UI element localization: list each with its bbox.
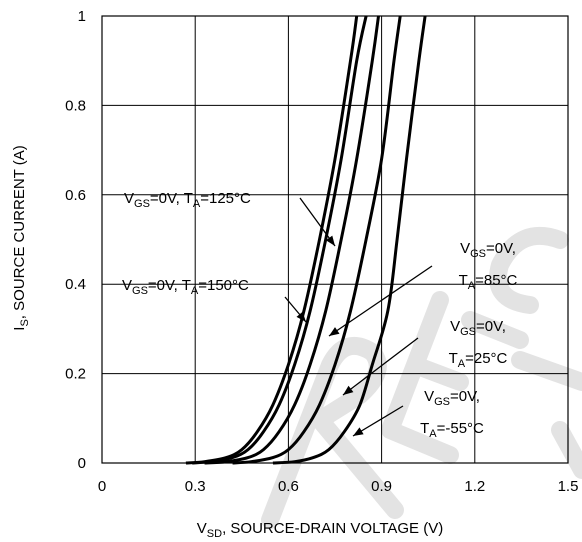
annotation-25c-arrowhead: [343, 385, 354, 395]
series-minus55c-line: [272, 15, 427, 465]
annotation-125c-arrowhead: [325, 235, 335, 246]
series-125c-line: [192, 15, 368, 465]
annotation-85c-arrowhead: [329, 327, 340, 336]
series-150c-line: [185, 15, 359, 465]
annotation-minus55c-arrowhead: [353, 427, 364, 436]
y-tick-label: 0.6: [65, 187, 86, 204]
x-tick-label: 0.6: [278, 478, 299, 495]
x-tick-label: 1.5: [558, 478, 579, 495]
annotation-85c-label: VGS=0V, TA=85°C: [459, 240, 518, 292]
y-tick-label: 1: [78, 8, 86, 25]
annotation-150c-arrowhead: [296, 311, 306, 322]
series-25c-line: [232, 15, 402, 465]
x-tick-labels: 0 0.3 0.6 0.9 1.2 1.5: [98, 478, 579, 495]
annotation-pointers: [284, 197, 433, 437]
y-tick-label: 0.8: [65, 97, 86, 114]
annotation-25c-pointer: [342, 337, 419, 396]
x-tick-label: 0.3: [185, 478, 206, 495]
y-tick-label: 0: [78, 455, 86, 472]
y-tick-label: 0.4: [65, 276, 86, 293]
annotation-labels: VGS=0V, TA=125°C VGS=0V, TA=150°C VGS=0V, T…: [122, 190, 518, 440]
series-85c-line: [204, 15, 380, 465]
x-tick-label: 0.9: [371, 478, 392, 495]
series-lines: [185, 15, 427, 465]
annotation-85c-pointer: [328, 265, 433, 337]
x-tick-label: 1.2: [464, 478, 485, 495]
x-tick-label: 0: [98, 478, 106, 495]
y-tick-labels: 0 0.2 0.4 0.6 0.8 1: [65, 8, 86, 472]
annotation-25c-label: VGS=0V, TA=25°C: [449, 318, 508, 370]
x-axis-title: VSD, SOURCE-DRAIN VOLTAGE (V): [197, 520, 443, 540]
y-tick-label: 0.2: [65, 366, 86, 383]
plot-frame: [101, 15, 569, 464]
annotation-minus55c-label: VGS=0V, TA=-55°C: [420, 388, 484, 440]
y-axis-title: IS, SOURCE CURRENT (A): [11, 145, 31, 330]
annotation-125c-label: VGS=0V, TA=125°C: [124, 190, 251, 210]
annotation-150c-label: VGS=0V, TA=150°C: [122, 277, 249, 297]
